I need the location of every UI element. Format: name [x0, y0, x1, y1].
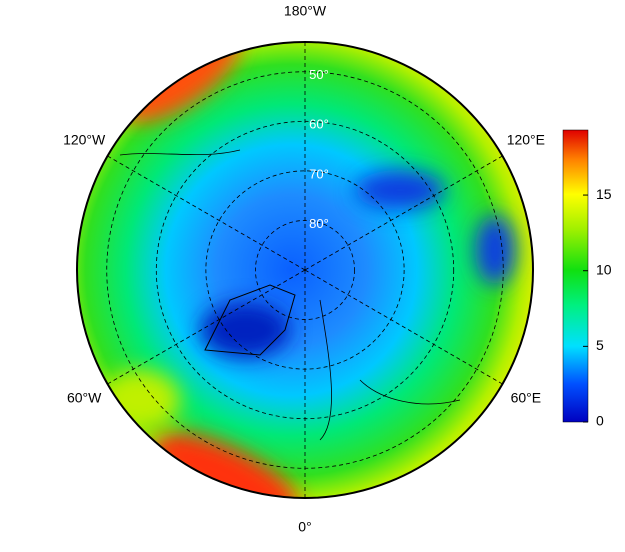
latitude-label: 50° [309, 67, 329, 82]
longitude-label: 60°E [511, 390, 542, 406]
colorbar-tick-label: 0 [596, 413, 604, 429]
colorbar [562, 129, 589, 423]
colorbar-tick-label: 10 [596, 261, 612, 277]
meridian [304, 269, 503, 385]
meridian [107, 269, 306, 385]
latitude-label: 60° [309, 117, 329, 132]
longitude-label: 120°W [63, 132, 106, 148]
longitude-label: 0° [298, 519, 311, 535]
colorbar-tick-label: 5 [596, 337, 604, 353]
longitude-label: 120°E [507, 132, 545, 148]
latitude-label: 80° [309, 216, 329, 231]
latitude-label: 70° [309, 166, 329, 181]
meridian [107, 155, 306, 271]
longitude-label: 60°W [67, 390, 102, 406]
longitude-label: 180°W [284, 3, 327, 19]
graticule [106, 42, 504, 498]
meridian [304, 155, 503, 271]
colorbar-tick-label: 15 [596, 186, 612, 202]
map-border [76, 41, 534, 499]
